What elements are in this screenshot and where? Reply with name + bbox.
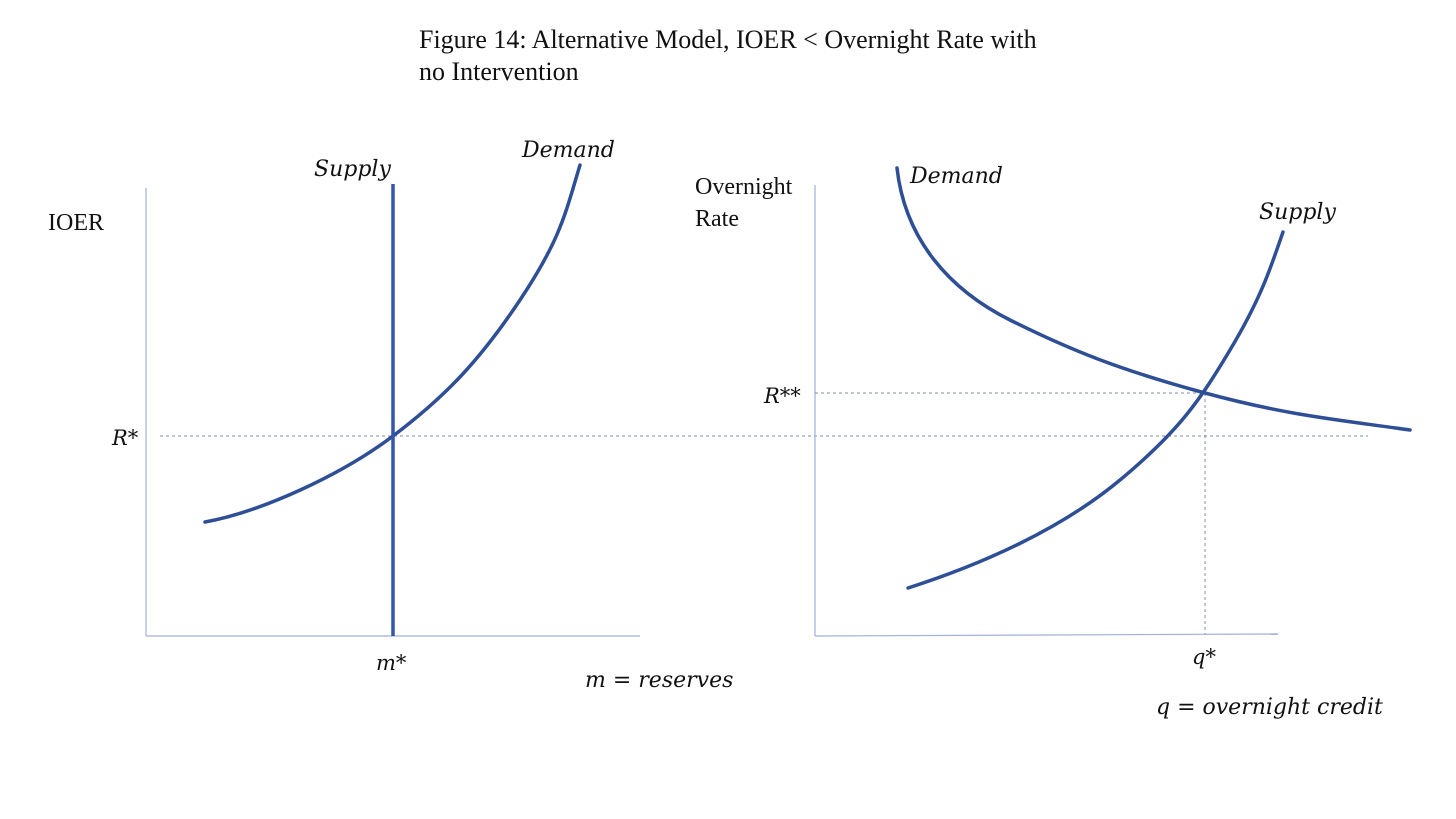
figure-title-line-1: Figure 14: Alternative Model, IOER < Ove… [419,25,1037,54]
figure-title-line-2: no Intervention [419,57,579,86]
r-star-label: R* [111,426,139,450]
right-supply-curve [906,230,1285,590]
left-demand-label: Demand [521,138,615,163]
right-x-caption: q = overnight credit [1156,695,1383,720]
m-star-label: m* [376,651,407,675]
left-y-axis-label: IOER [48,210,104,236]
right-y-axis-label-line-2: Rate [695,206,739,232]
right-demand-label: Demand [909,164,1003,189]
left-supply-label: Supply [314,157,391,182]
right-panel: Overnight Rate R** q* q = overnight cred… [695,164,1412,720]
left-panel: IOER R* m* m = reserves Supply Demand [48,138,1368,693]
right-demand-curve [895,166,1412,432]
right-supply-label: Supply [1259,200,1336,225]
q-star-label: q* [1192,645,1216,669]
left-x-caption: m = reserves [585,668,733,693]
right-y-axis-label-line-1: Overnight [695,174,793,200]
figure-title: Figure 14: Alternative Model, IOER < Ove… [419,24,1119,88]
r-double-star-label: R** [763,384,801,408]
left-demand-curve [203,163,582,524]
right-x-axis [814,633,1279,637]
